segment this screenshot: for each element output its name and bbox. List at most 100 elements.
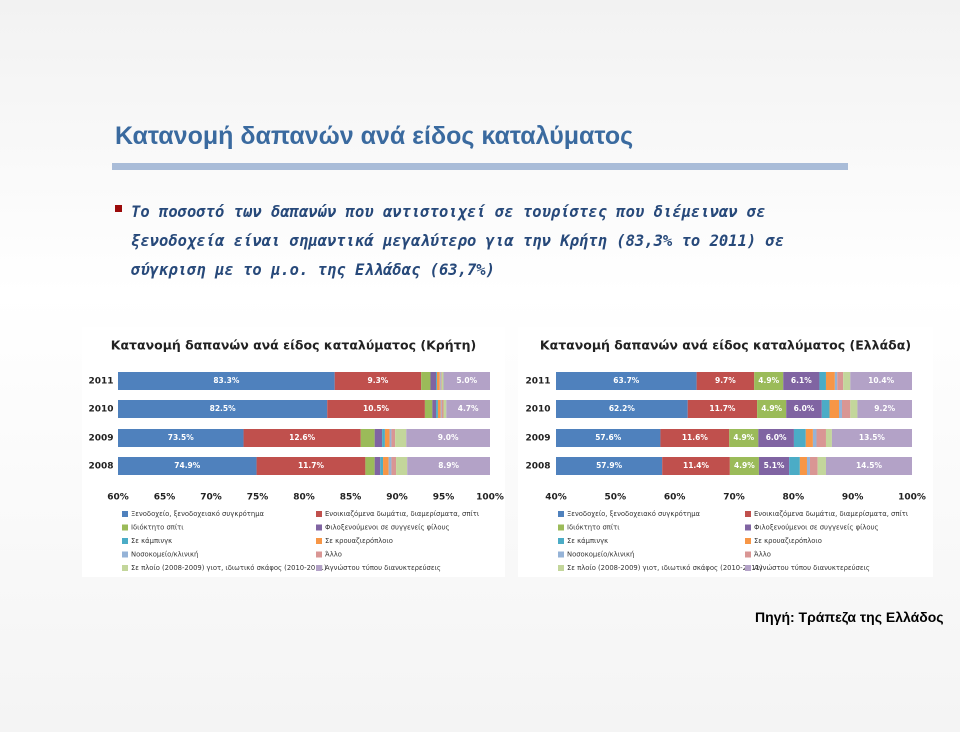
bar-segment (819, 372, 826, 390)
x-tick-label: 40% (545, 493, 567, 503)
y-tick-label: 2008 (88, 462, 113, 472)
bar-segment (430, 372, 437, 390)
bar-segment (334, 372, 422, 390)
value-label: 9.7% (715, 376, 736, 385)
bullet-marker (115, 205, 122, 212)
bar-segment (786, 400, 822, 418)
bar-segment (754, 372, 784, 390)
value-label: 12.6% (289, 433, 316, 442)
bar-segment (440, 400, 442, 418)
bar-segment (850, 372, 912, 390)
legend-swatch (558, 538, 564, 544)
bar-segment (817, 457, 826, 475)
bar-segment (758, 457, 790, 475)
bar-segment (443, 372, 490, 390)
legend-label: Ξενοδοχείο, ξενοδοχειακό συγκρότημα (567, 510, 701, 518)
value-label: 63.7% (613, 376, 640, 385)
value-label: 4.9% (733, 433, 754, 442)
bar-segment (118, 457, 257, 475)
legend-label: Ιδιόκτητο σπίτι (131, 524, 184, 532)
value-label: 9.2% (874, 404, 895, 413)
legend-swatch (316, 565, 322, 571)
bar-segment (436, 372, 440, 390)
bar-segment (384, 429, 390, 447)
bar-segment (443, 400, 447, 418)
legend-label: Σε κρουαζιερόπλοιο (325, 537, 393, 545)
value-label: 73.5% (168, 433, 195, 442)
legend-swatch (558, 524, 564, 531)
value-label: 62.2% (609, 404, 636, 413)
bar-segment (816, 429, 826, 447)
bar-segment (327, 400, 425, 418)
legend-label: Ξενοδοχείο, ξενοδοχειακό συγκρότημα (131, 510, 265, 518)
legend-swatch (745, 524, 751, 531)
value-label: 9.0% (438, 433, 459, 442)
legend-swatch (316, 511, 322, 517)
legend-label: Σε πλοίο (2008-2009) γιοτ, ιδιωτικό σκάφ… (567, 564, 763, 572)
value-label: 6.0% (794, 404, 815, 413)
y-tick-label: 2011 (88, 377, 113, 387)
bar-segment (424, 400, 433, 418)
bar-segment (758, 429, 794, 447)
legend-swatch (745, 551, 751, 558)
bar-segment (374, 457, 381, 475)
legend-label: Ενοικιαζόμενα δωμάτια, διαμερίσματα, σπί… (325, 510, 480, 518)
y-tick-label: 2009 (88, 434, 113, 444)
value-label: 4.9% (758, 376, 779, 385)
bar-segment (729, 429, 759, 447)
bar-segment (439, 372, 441, 390)
y-tick-label: 2010 (88, 405, 113, 415)
value-label: 4.9% (761, 404, 782, 413)
legend-swatch (122, 524, 128, 531)
legend-label: Ενοικιαζόμενα δωμάτια, διαμερίσματα, σπί… (754, 510, 909, 518)
value-label: 57.6% (595, 433, 622, 442)
bar-segment (118, 372, 335, 390)
bar-segment (839, 400, 842, 418)
bar-segment (841, 400, 851, 418)
bar-segment (857, 400, 912, 418)
legend-label: Σε πλοίο (2008-2009) γιοτ, ιδιωτικό σκάφ… (131, 564, 327, 572)
bar-segment (421, 372, 431, 390)
x-tick-label: 90% (842, 493, 864, 503)
bar-segment (256, 457, 366, 475)
bar-segment (687, 400, 758, 418)
legend-label: Φιλοξενούμενοι σε συγγενείς φίλους (754, 524, 879, 532)
value-label: 13.5% (859, 433, 886, 442)
y-tick-label: 2009 (525, 434, 550, 444)
legend-swatch (316, 551, 322, 558)
legend-swatch (558, 511, 564, 517)
bar-segment (829, 400, 840, 418)
bar-segment (391, 457, 397, 475)
bar-segment (821, 400, 830, 418)
bar-segment (360, 429, 375, 447)
legend-label: Φιλοξενούμενοι σε συγγενείς φίλους (325, 524, 450, 532)
bar-segment (837, 372, 844, 390)
legend-swatch (745, 538, 751, 544)
legend-label: Αγνώστου τύπου διανυκτερεύσεις (325, 564, 441, 572)
bar-segment (843, 372, 851, 390)
bar-segment (850, 400, 858, 418)
bar-segment (805, 429, 813, 447)
slide-title: Κατανομή δαπανών ανά είδος καταλύματος (115, 122, 634, 150)
bar-segment (365, 457, 375, 475)
value-label: 6.0% (766, 433, 787, 442)
bar-segment (812, 429, 817, 447)
bar-segment (118, 400, 328, 418)
value-label: 6.1% (791, 376, 812, 385)
bar-segment (407, 457, 490, 475)
x-tick-label: 100% (898, 493, 926, 503)
legend-label: Σε κρουαζιερόπλοιο (754, 537, 822, 545)
chart-panel (518, 327, 933, 577)
legend-label: Άλλο (754, 551, 771, 559)
bar-segment (380, 457, 384, 475)
value-label: 11.7% (298, 461, 325, 470)
bar-segment (406, 429, 490, 447)
value-label: 11.7% (709, 404, 736, 413)
bar-segment (729, 457, 759, 475)
legend-swatch (745, 511, 751, 517)
x-tick-label: 60% (107, 493, 129, 503)
bar-segment (825, 372, 835, 390)
x-tick-label: 80% (783, 493, 805, 503)
